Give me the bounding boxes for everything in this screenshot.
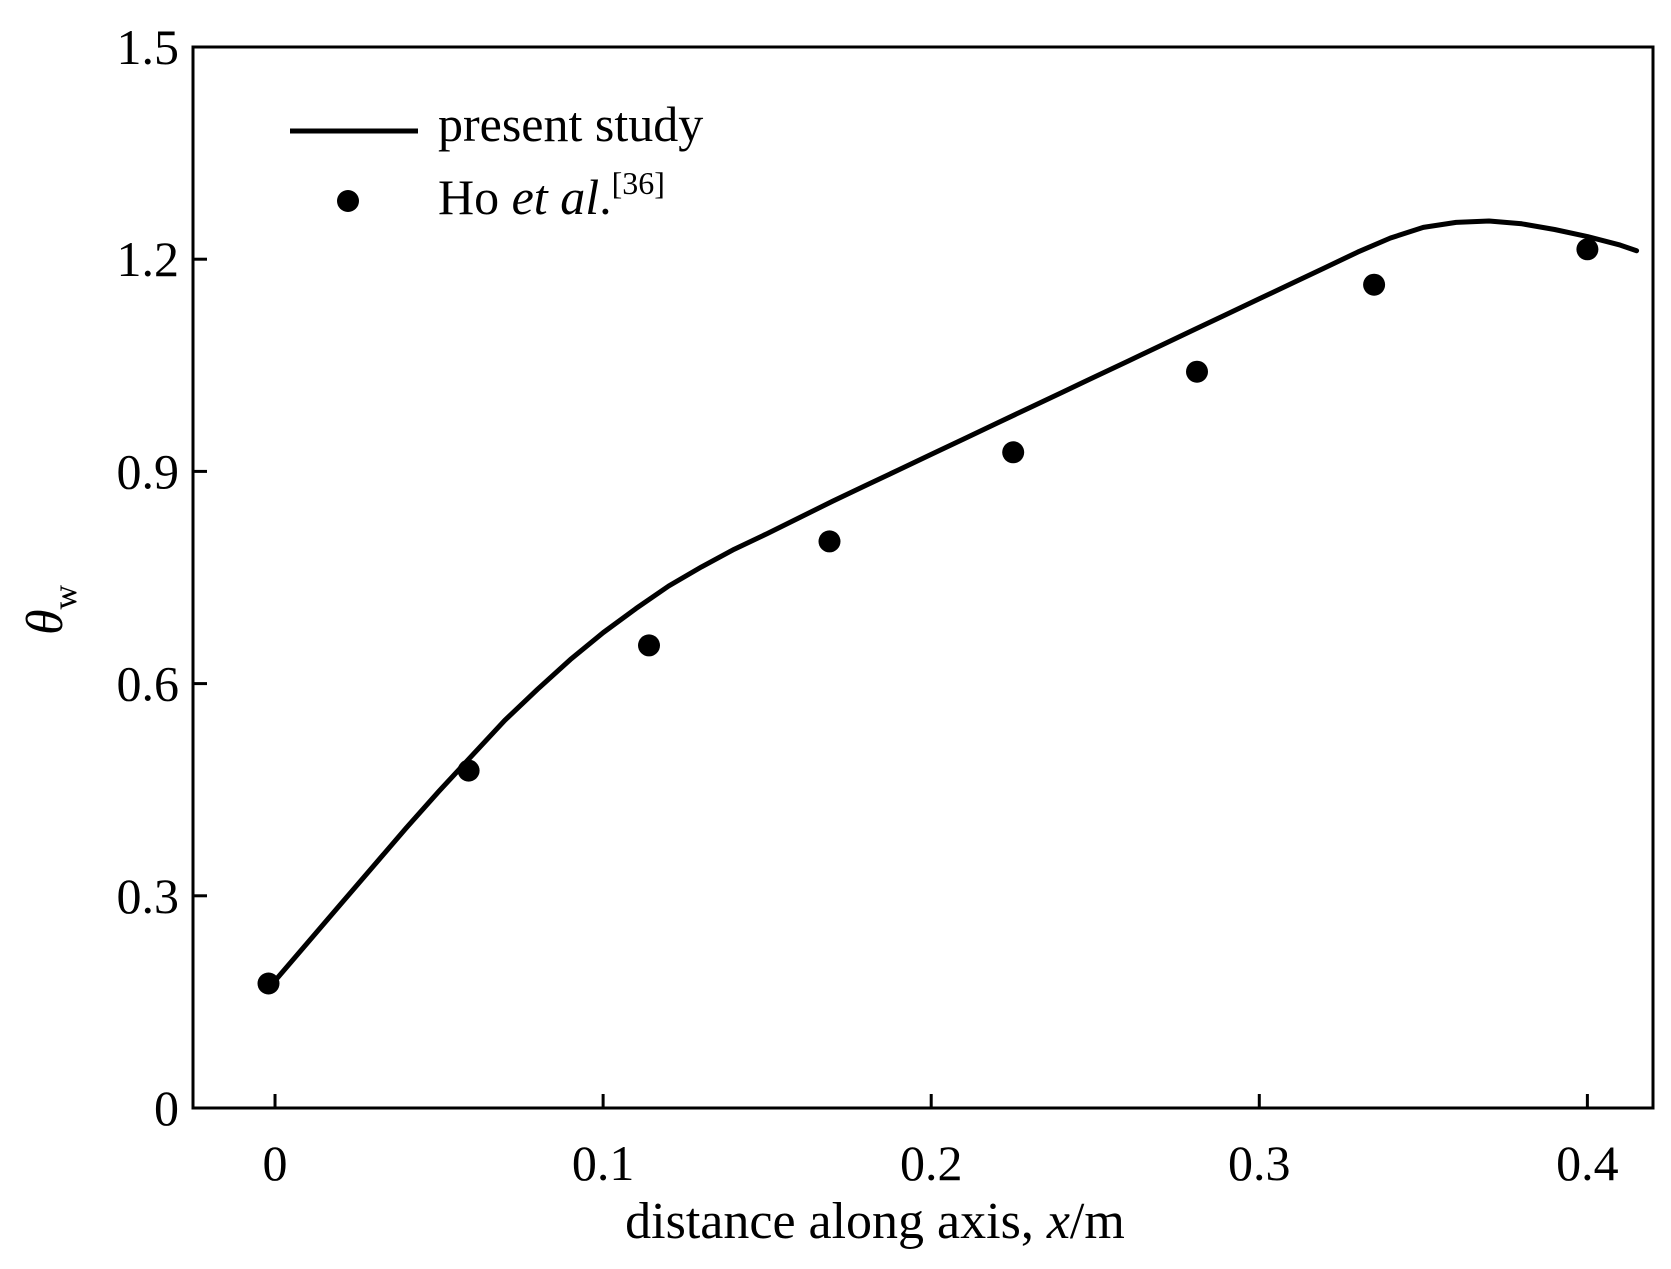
ticks-group [193, 45, 1589, 1110]
x-tick-label: 0.1 [572, 1135, 635, 1191]
x-tick-label: 0.3 [1228, 1135, 1291, 1191]
y-tick-label: 0.6 [117, 656, 180, 712]
y-tick-label: 0.9 [117, 443, 180, 499]
data-point-ho-et-al [818, 530, 841, 553]
y-tick-label: 0.3 [117, 868, 180, 924]
data-point-ho-et-al [257, 972, 280, 995]
y-tick-label: 1.2 [117, 231, 180, 287]
tick-labels-group: 0 0.1 0.2 0.3 0.4 0 0.3 0.6 0.9 1.2 1.5 [117, 19, 1619, 1191]
y-tick-label: 0 [154, 1080, 179, 1136]
x-tick-label: 0.2 [900, 1135, 963, 1191]
legend-marker-swatch [337, 190, 359, 212]
legend-label-present-study: present study [438, 96, 703, 152]
legend: present study Ho et al.[36] [290, 96, 703, 225]
data-point-ho-et-al [1002, 441, 1025, 464]
x-tick-label: 0 [263, 1135, 288, 1191]
x-tick-label: 0.4 [1556, 1135, 1619, 1191]
y-tick-label: 1.5 [117, 19, 180, 75]
y-axis-title: θw [17, 585, 84, 636]
data-point-ho-et-al [457, 759, 480, 782]
x-axis-title: distance along axis, x/m [625, 1193, 1125, 1250]
plot-frame [191, 45, 1655, 1110]
series-layer [257, 218, 1640, 995]
series-line-present-study [272, 218, 1640, 984]
data-point-ho-et-al [638, 634, 660, 657]
data-point-ho-et-al [1576, 238, 1599, 261]
data-point-ho-et-al [1186, 360, 1208, 383]
data-point-ho-et-al [1363, 273, 1386, 296]
legend-label-ho-et-al: Ho et al.[36] [438, 165, 665, 225]
